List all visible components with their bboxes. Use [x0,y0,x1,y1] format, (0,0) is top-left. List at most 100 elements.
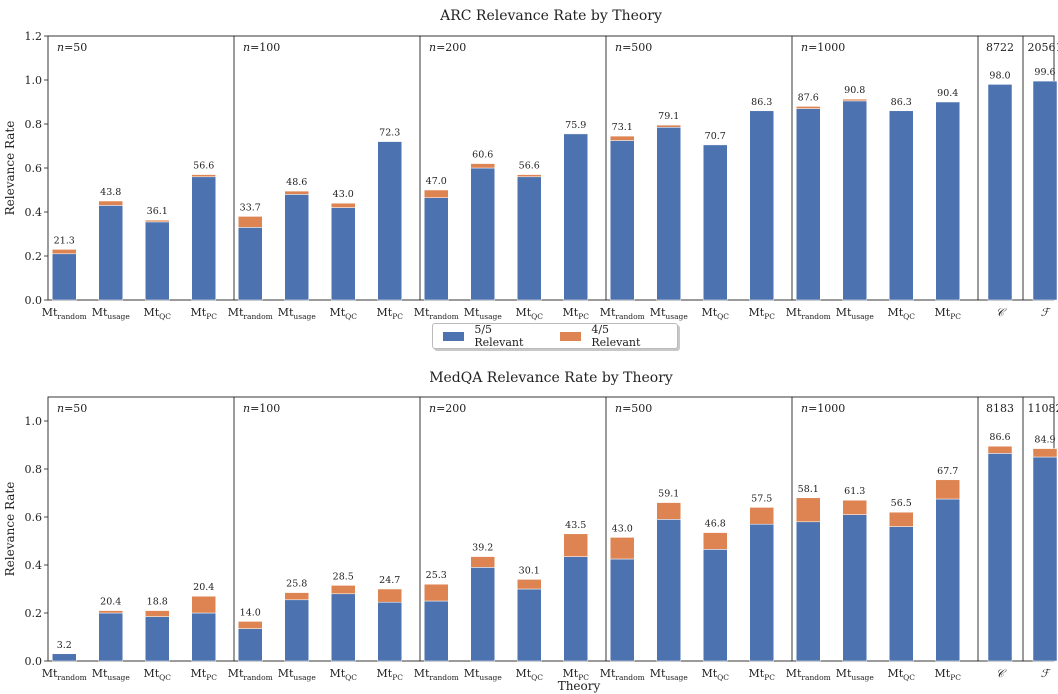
value-label: 14.0 [240,607,261,618]
value-label: 30.1 [519,565,540,576]
bar-4of5 [935,479,960,500]
bar-4of5 [238,621,263,629]
x-tick-label: Mtrandom [600,306,645,321]
group-label: 11082 [1028,402,1058,415]
value-label: 36.1 [147,206,168,217]
x-tick-label: Mtrandom [414,667,459,682]
value-label: 56.5 [891,498,912,509]
bar-4of5 [238,216,263,228]
value-label: 86.3 [891,97,912,108]
x-tick-label: MtPC [377,667,404,682]
value-label: 75.9 [565,120,586,131]
bar-4of5 [191,174,216,178]
bar-5of5 [145,616,170,662]
x-tick-label: MtQC [143,306,171,321]
group-label: n=1000 [801,402,845,415]
bar-4of5 [796,497,821,523]
value-label: 25.8 [286,579,307,590]
bar-5of5 [52,253,77,301]
bar-4of5 [424,189,449,198]
value-label: 87.6 [798,92,819,103]
value-label: 90.8 [844,85,865,96]
bar-4of5 [284,190,309,195]
x-tick-label: 𝒞 [996,667,1007,680]
x-tick-label: MtQC [515,306,543,321]
value-label: 58.1 [798,484,819,495]
value-label: 90.4 [937,88,958,99]
value-label: 39.2 [472,543,493,554]
y-tick-label: 0.6 [25,162,43,175]
bar-5of5 [749,110,774,301]
bar-5of5 [470,567,495,662]
group-label: n=100 [243,402,280,415]
x-tick-label: MtQC [329,306,357,321]
value-label: 56.6 [193,161,214,172]
bar-4of5 [610,537,635,560]
x-tick-label: MtQC [887,306,915,321]
group-label: n=200 [429,41,466,54]
bar-4of5 [656,502,681,520]
x-tick-label: MtPC [563,667,590,682]
bar-4of5 [145,219,170,223]
value-label: 43.0 [333,189,354,200]
bar-5of5 [377,141,402,301]
bar-5of5 [796,108,821,301]
value-label: 73.1 [612,122,633,133]
x-tick-label: Mtusage [650,667,689,682]
x-tick-label: Mtusage [278,667,317,682]
value-label: 46.8 [705,519,726,530]
legend-swatch-4of5 [560,331,582,341]
x-tick-label: MtQC [329,667,357,682]
x-tick-label: Mtusage [836,667,875,682]
bar-4of5 [331,585,356,595]
bar-5of5 [98,612,123,662]
bar-5of5 [238,227,263,301]
value-label: 24.7 [379,575,400,586]
bar-5of5 [191,176,216,301]
bar-5of5 [987,84,1013,301]
bar-5of5 [703,144,728,301]
x-tick-label: MtPC [191,306,218,321]
bar-4of5 [145,610,170,617]
x-tick-label: Mtrandom [228,667,273,682]
value-label: 99.6 [1034,67,1055,78]
group-label: n=100 [243,41,280,54]
x-tick-label: MtPC [935,667,962,682]
value-label: 33.7 [240,202,261,213]
x-tick-label: MtQC [515,667,543,682]
y-tick-label: 1.2 [25,30,43,43]
value-label: 20.4 [193,582,214,593]
bar-5of5 [563,133,588,301]
value-label: 61.3 [844,486,865,497]
bar-5of5 [191,612,216,662]
group-label: n=500 [615,402,652,415]
bar-5of5 [52,653,77,662]
x-tick-label: Mtrandom [786,667,831,682]
x-tick-label: Mtrandom [42,667,87,682]
bar-5of5 [563,556,588,662]
bar-5of5 [610,558,635,662]
bar-4of5 [842,499,867,515]
bar-5of5 [284,194,309,301]
bar-5of5 [238,628,263,662]
bar-4of5 [703,532,728,550]
x-tick-label: MtQC [701,306,729,321]
bar-5of5 [935,101,960,301]
medqa-chart: MedQA Relevance Rate by Theory Relevance … [3,370,1058,693]
bar-4of5 [749,507,774,525]
value-label: 84.9 [1034,435,1055,446]
group-label: n=1000 [801,41,845,54]
value-label: 25.3 [426,570,447,581]
bar-4of5 [98,610,123,614]
y-tick-label: 1.0 [25,415,43,428]
x-tick-label: ℱ [1041,667,1052,680]
bar-4of5 [563,533,588,557]
x-tick-label: MtPC [935,306,962,321]
group-label: n=500 [615,41,652,54]
bar-4of5 [377,588,402,603]
y-tick-label: 0.0 [25,655,43,668]
bar-5of5 [935,498,960,662]
y-axis-label: Relevance Rate [3,121,17,216]
bar-4of5 [52,249,77,255]
